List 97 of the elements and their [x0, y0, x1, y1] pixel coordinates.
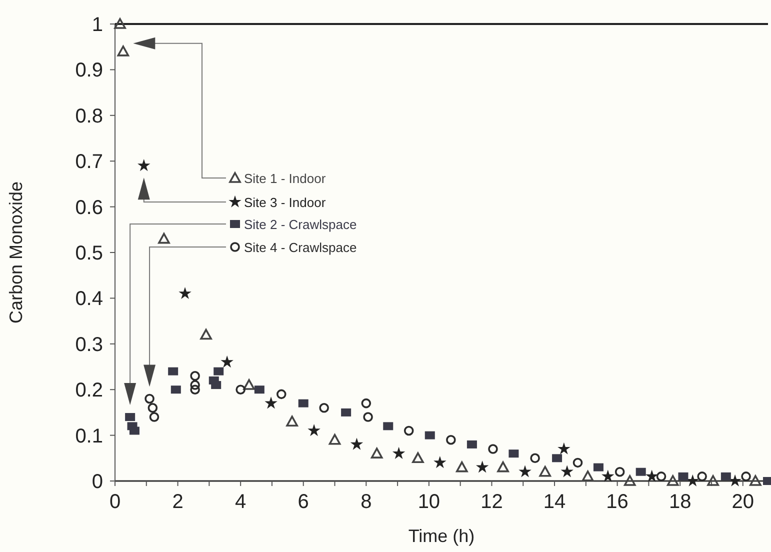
point: [370, 448, 383, 458]
y-tick-label: 0.2: [75, 380, 103, 402]
point: [572, 458, 583, 468]
point: [412, 452, 424, 464]
point: [466, 440, 477, 448]
point: [341, 408, 352, 416]
x-tick-label: 6: [298, 491, 309, 513]
y-tick-label: 0.4: [75, 288, 103, 310]
x-tick-label: 0: [109, 491, 121, 513]
point: [144, 394, 154, 404]
point: [114, 18, 126, 29]
point: [308, 424, 320, 436]
y-tick-label: 0.7: [75, 151, 103, 174]
point: [361, 398, 372, 408]
point: [200, 328, 212, 340]
point: [286, 416, 298, 426]
legend-label: Site 4 - Crawlspace: [244, 240, 357, 255]
y-tick-label: 1: [92, 14, 103, 36]
point: [508, 450, 519, 458]
x-tick-label: 18: [668, 491, 692, 513]
point: [518, 465, 532, 478]
y-tick-label: 0: [92, 471, 103, 493]
point: [178, 286, 192, 300]
point: [424, 431, 435, 440]
point: [539, 466, 551, 477]
point: [582, 470, 594, 482]
point: [148, 402, 158, 413]
point: [236, 384, 246, 394]
point: [552, 454, 562, 462]
point: [558, 442, 570, 454]
point: [211, 381, 222, 390]
y-tick-label: 0.5: [75, 242, 103, 264]
point: [363, 412, 373, 422]
x-axis-title: Time (h): [408, 526, 475, 546]
x-tick-label: 20: [732, 491, 754, 513]
x-tick-label: 16: [606, 491, 628, 513]
legend-label: Site 1 - Indoor: [244, 171, 326, 186]
point: [741, 472, 751, 482]
point: [170, 386, 181, 394]
point: [125, 413, 136, 422]
point: [158, 232, 170, 244]
point: [319, 402, 329, 413]
point: [666, 475, 679, 486]
point: [497, 461, 509, 472]
x-tick-label: 10: [418, 491, 440, 513]
point: [614, 466, 625, 477]
y-tick-label: 0.8: [75, 105, 103, 128]
x-tick-label: 12: [480, 491, 503, 513]
point: [190, 380, 200, 390]
point: [117, 46, 130, 56]
y-tick-label: 0.1: [75, 425, 103, 448]
x-tick-label: 2: [172, 491, 184, 513]
point: [220, 356, 234, 368]
legend-label: Site 3 - Indoor: [244, 195, 326, 210]
point: [190, 370, 200, 381]
point: [350, 438, 364, 450]
point: [214, 367, 224, 376]
point: [678, 472, 688, 480]
y-tick-label: 0.9: [75, 60, 103, 82]
y-axis-title: Carbon Monoxide: [6, 181, 26, 324]
point: [624, 475, 636, 486]
point: [707, 475, 719, 486]
point: [276, 389, 286, 400]
point: [328, 434, 341, 445]
point: [645, 470, 658, 482]
point: [720, 472, 731, 480]
x-tick-label: 14: [543, 491, 566, 513]
point: [243, 379, 255, 390]
y-tick-label: 0.3: [75, 334, 103, 356]
point: [383, 422, 394, 430]
point: [446, 434, 456, 445]
point: [697, 472, 707, 482]
point: [298, 399, 308, 408]
point: [656, 472, 666, 482]
point: [168, 367, 178, 376]
legend-label: Site 2 - Crawlspace: [244, 217, 357, 232]
point: [392, 446, 406, 459]
point: [560, 465, 574, 478]
point: [190, 384, 200, 394]
x-tick-label: 4: [235, 491, 246, 513]
point: [264, 396, 278, 409]
point: [434, 456, 446, 468]
point: [602, 470, 614, 482]
point: [138, 158, 150, 172]
point: [254, 386, 264, 394]
point: [488, 444, 498, 454]
point: [750, 475, 762, 486]
point: [149, 412, 160, 422]
point: [404, 426, 414, 436]
x-tick-label: 8: [360, 491, 372, 513]
point: [476, 460, 489, 473]
point: [129, 426, 140, 435]
point: [593, 463, 604, 472]
point: [456, 461, 468, 472]
point: [530, 453, 540, 464]
point: [636, 468, 646, 476]
y-tick-label: 0.6: [75, 196, 103, 219]
